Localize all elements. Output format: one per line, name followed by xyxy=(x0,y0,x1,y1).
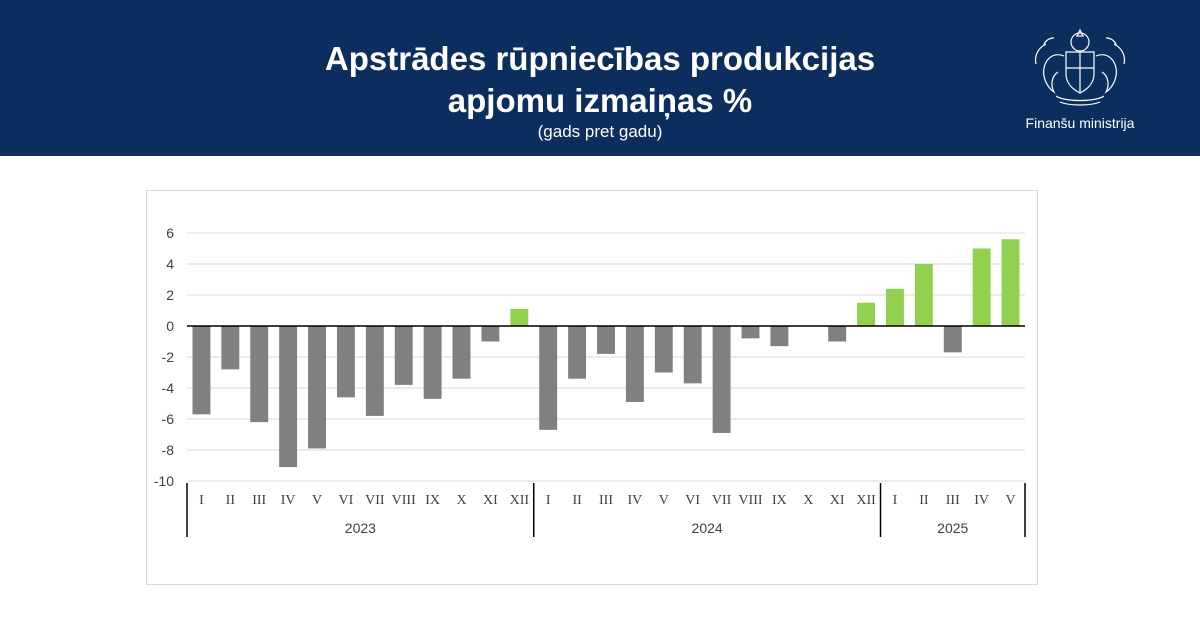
bar xyxy=(279,326,298,468)
bar xyxy=(712,326,731,433)
bar xyxy=(510,308,529,326)
x-tick-label: IV xyxy=(974,493,989,508)
x-tick-label: XII xyxy=(510,493,530,508)
x-tick-label: II xyxy=(572,493,582,508)
bar xyxy=(250,326,269,423)
bar xyxy=(886,288,904,326)
y-tick-label: 4 xyxy=(166,256,174,272)
x-tick-label: III xyxy=(599,493,613,508)
x-tick-label: IX xyxy=(425,493,440,508)
bar xyxy=(365,326,384,416)
y-tick-label: 0 xyxy=(166,318,174,334)
year-label: 2025 xyxy=(937,520,968,536)
x-tick-label: VIII xyxy=(392,493,416,508)
chart-container: 6 4 2 0 -2 -4 -6 -8 -10 I II III IV V VI VII VIII IX X XI XI… xyxy=(146,190,1038,585)
bar xyxy=(683,326,702,384)
x-tick-label: II xyxy=(226,493,236,508)
x-tick-label: VIII xyxy=(738,493,762,508)
x-tick-label: II xyxy=(919,493,929,508)
x-tick-label: VII xyxy=(712,493,732,508)
x-tick-label: I xyxy=(893,493,898,508)
x-tick-label: V xyxy=(312,493,322,508)
bar xyxy=(597,326,615,354)
ministry-logo: Finanšu ministrija xyxy=(1020,22,1140,137)
page-subtitle: (gads pret gadu) xyxy=(537,122,663,141)
bar xyxy=(1001,239,1020,326)
bar xyxy=(221,326,240,370)
bar xyxy=(914,264,933,326)
bar xyxy=(192,326,211,415)
header-banner: Apstrādes rūpniecības produkcijas apjomu… xyxy=(0,0,1200,156)
x-tick-label: I xyxy=(199,493,204,508)
y-tick-label: -2 xyxy=(162,349,175,365)
bar xyxy=(481,326,500,342)
page-title: Apstrādes rūpniecības produkcijas apjomu… xyxy=(0,38,1200,122)
x-tick-label: X xyxy=(803,493,813,508)
x-tick-label: I xyxy=(546,493,551,508)
year-label: 2023 xyxy=(345,520,376,536)
bar xyxy=(568,326,587,379)
x-tick-label: VI xyxy=(685,493,700,508)
x-tick-label: V xyxy=(659,493,669,508)
x-tick-label: III xyxy=(946,493,960,508)
bar xyxy=(336,326,355,398)
bar xyxy=(943,326,962,353)
bar xyxy=(972,248,991,326)
bar xyxy=(394,326,413,385)
bar xyxy=(539,326,558,430)
bar xyxy=(741,326,760,339)
bar xyxy=(770,326,789,347)
bar xyxy=(828,326,847,342)
x-tick-label: IV xyxy=(628,493,643,508)
year-label: 2024 xyxy=(692,520,723,536)
bar xyxy=(308,326,326,449)
x-tick-label: X xyxy=(456,493,466,508)
x-tick-label: V xyxy=(1005,493,1015,508)
x-tick-label: XI xyxy=(483,493,498,508)
bar xyxy=(625,326,644,402)
y-tick-label: -6 xyxy=(162,411,175,427)
x-tick-label: VII xyxy=(365,493,385,508)
y-tick-label: 2 xyxy=(166,287,174,303)
title-line-2: apjomu izmaiņas % xyxy=(447,82,753,119)
title-line-1: Apstrādes rūpniecības produkcijas xyxy=(324,40,876,77)
y-tick-label: -8 xyxy=(162,442,175,458)
y-tick-label: -10 xyxy=(154,473,174,489)
y-tick-label: 6 xyxy=(166,225,174,241)
bar xyxy=(857,302,876,326)
x-tick-label: XI xyxy=(830,493,845,508)
x-tick-label: IV xyxy=(281,493,296,508)
bar xyxy=(423,326,442,399)
coat-of-arms-icon xyxy=(1034,28,1126,106)
x-tick-label: XII xyxy=(856,493,876,508)
logo-text: Finanšu ministrija xyxy=(1025,115,1135,131)
bar xyxy=(654,326,673,373)
x-tick-label: III xyxy=(252,493,266,508)
x-tick-label: IX xyxy=(772,493,787,508)
bar xyxy=(452,326,471,379)
x-tick-label: VI xyxy=(339,493,354,508)
y-tick-label: -4 xyxy=(162,380,175,396)
